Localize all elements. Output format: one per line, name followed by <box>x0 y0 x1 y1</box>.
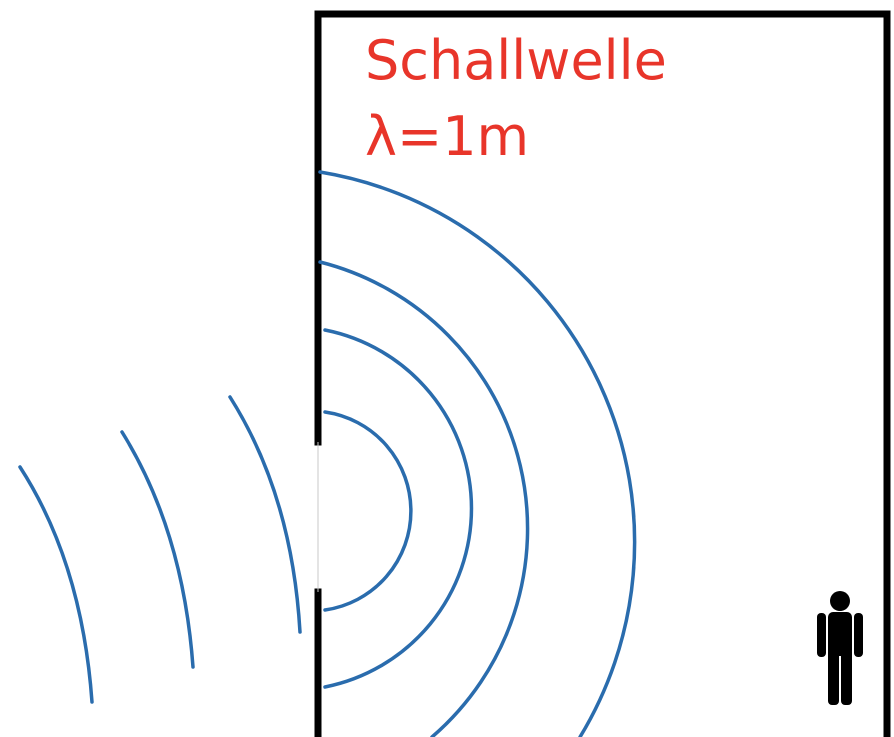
diffracted-wave-4 <box>318 170 637 737</box>
incoming-waves <box>18 395 302 704</box>
wavelength-label: λ=1m <box>365 105 530 168</box>
incoming-wave-3 <box>228 395 302 634</box>
room-wall-outline <box>314 10 891 737</box>
title-label: Schallwelle <box>365 29 667 92</box>
incoming-wave-2 <box>120 430 195 669</box>
room <box>314 10 891 737</box>
diffracted-wave-3 <box>318 260 530 737</box>
diffracted-waves <box>318 170 637 737</box>
incoming-wave-1 <box>18 465 94 704</box>
diffracted-wave-2 <box>323 328 474 689</box>
diffracted-wave-1 <box>323 410 413 612</box>
person-icon <box>817 591 863 705</box>
